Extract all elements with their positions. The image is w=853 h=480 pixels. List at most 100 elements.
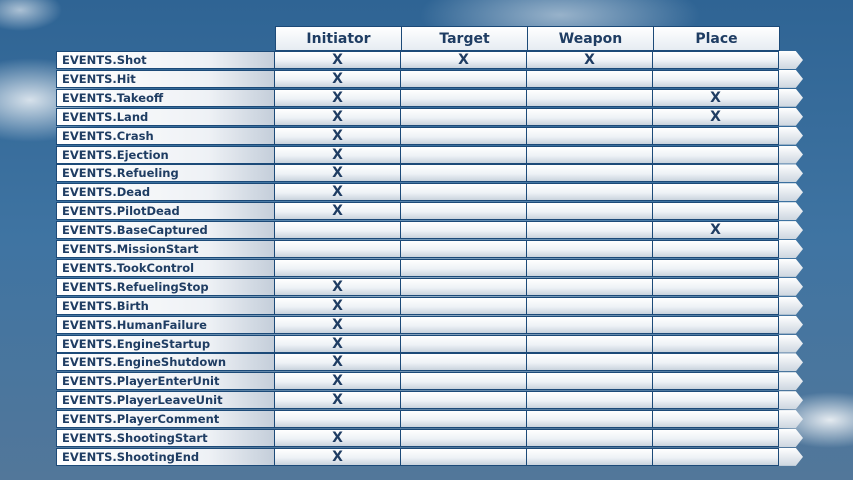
table-row: EVENTS.ShootingEnd X [56, 447, 803, 466]
cell-weapon [527, 126, 653, 145]
row-arrow-tail [779, 429, 803, 447]
cell-target [401, 240, 527, 258]
cell-initiator [275, 410, 401, 429]
cell-place [653, 315, 779, 334]
row-arrow-tail [779, 88, 803, 107]
cell-weapon [527, 183, 653, 202]
cell-place [653, 391, 779, 410]
table-row: EVENTS.TookControl [56, 258, 803, 277]
cell-place [653, 258, 779, 277]
table-row: EVENTS.PlayerEnterUnit X [56, 372, 803, 391]
event-name: EVENTS.ShootingStart [56, 429, 275, 447]
row-arrow-tail [779, 221, 803, 240]
row-arrow-tail [779, 164, 803, 183]
cell-target: X [401, 51, 527, 69]
cell-weapon [527, 334, 653, 353]
cell-place [653, 69, 779, 88]
row-arrow-tail [779, 145, 803, 164]
cell-target [401, 296, 527, 315]
event-name: EVENTS.PilotDead [56, 202, 275, 221]
row-arrow-tail [779, 334, 803, 353]
event-name: EVENTS.Refueling [56, 164, 275, 183]
cell-place [653, 240, 779, 258]
cell-place [653, 447, 779, 466]
cell-target [401, 315, 527, 334]
cell-weapon [527, 221, 653, 240]
cell-initiator: X [275, 447, 401, 466]
table-row: EVENTS.PlayerComment [56, 410, 803, 429]
cell-initiator: X [275, 315, 401, 334]
cell-target [401, 391, 527, 410]
row-arrow-tail [779, 240, 803, 258]
cell-place [653, 429, 779, 447]
cell-place [653, 145, 779, 164]
cell-initiator: X [275, 202, 401, 221]
row-arrow-tail [779, 183, 803, 202]
cell-place [653, 164, 779, 183]
cell-target [401, 258, 527, 277]
table-row: EVENTS.Birth X [56, 296, 803, 315]
event-name: EVENTS.Dead [56, 183, 275, 202]
row-arrow-tail [779, 107, 803, 126]
cell-place: X [653, 107, 779, 126]
row-arrow-tail [779, 277, 803, 296]
table-row: EVENTS.EngineStartup X [56, 334, 803, 353]
table-row: EVENTS.Shot X X X [56, 51, 803, 69]
event-name: EVENTS.Shot [56, 51, 275, 69]
event-name: EVENTS.EngineStartup [56, 334, 275, 353]
cell-place [653, 296, 779, 315]
cell-weapon [527, 429, 653, 447]
cell-weapon: X [527, 51, 653, 69]
cell-initiator: X [275, 296, 401, 315]
event-name: EVENTS.RefuelingStop [56, 277, 275, 296]
cell-target [401, 372, 527, 391]
cell-place [653, 410, 779, 429]
cell-weapon [527, 315, 653, 334]
table-row: EVENTS.RefuelingStop X [56, 277, 803, 296]
event-name: EVENTS.TookControl [56, 258, 275, 277]
cell-initiator [275, 240, 401, 258]
cell-initiator: X [275, 164, 401, 183]
event-name: EVENTS.EngineShutdown [56, 353, 275, 372]
cell-weapon [527, 372, 653, 391]
table-row: EVENTS.MissionStart [56, 240, 803, 258]
cell-target [401, 202, 527, 221]
event-name: EVENTS.PlayerLeaveUnit [56, 391, 275, 410]
row-arrow-tail [779, 69, 803, 88]
event-name: EVENTS.Land [56, 107, 275, 126]
cell-target [401, 334, 527, 353]
cell-initiator: X [275, 107, 401, 126]
cell-weapon [527, 410, 653, 429]
cell-weapon [527, 164, 653, 183]
cell-initiator: X [275, 183, 401, 202]
row-arrow-tail [779, 51, 803, 69]
cell-initiator: X [275, 391, 401, 410]
table-row: EVENTS.PilotDead X [56, 202, 803, 221]
event-name: EVENTS.Crash [56, 126, 275, 145]
cell-target [401, 88, 527, 107]
cell-place [653, 372, 779, 391]
row-arrow-tail [779, 410, 803, 429]
cell-place [653, 277, 779, 296]
event-name: EVENTS.Takeoff [56, 88, 275, 107]
cell-weapon [527, 353, 653, 372]
cell-target [401, 447, 527, 466]
table-row: EVENTS.Ejection X [56, 145, 803, 164]
table-row: EVENTS.EngineShutdown X [56, 353, 803, 372]
row-arrow-tail [779, 126, 803, 145]
row-arrow-tail [779, 296, 803, 315]
cell-target [401, 107, 527, 126]
cell-place: X [653, 88, 779, 107]
cell-initiator: X [275, 277, 401, 296]
cell-place [653, 51, 779, 69]
cell-weapon [527, 296, 653, 315]
cell-target [401, 410, 527, 429]
cell-target [401, 353, 527, 372]
event-name: EVENTS.BaseCaptured [56, 221, 275, 240]
event-name: EVENTS.Birth [56, 296, 275, 315]
table-row: EVENTS.Crash X [56, 126, 803, 145]
cell-weapon [527, 258, 653, 277]
cell-place: X [653, 221, 779, 240]
cell-weapon [527, 145, 653, 164]
table-row: EVENTS.Land X X [56, 107, 803, 126]
